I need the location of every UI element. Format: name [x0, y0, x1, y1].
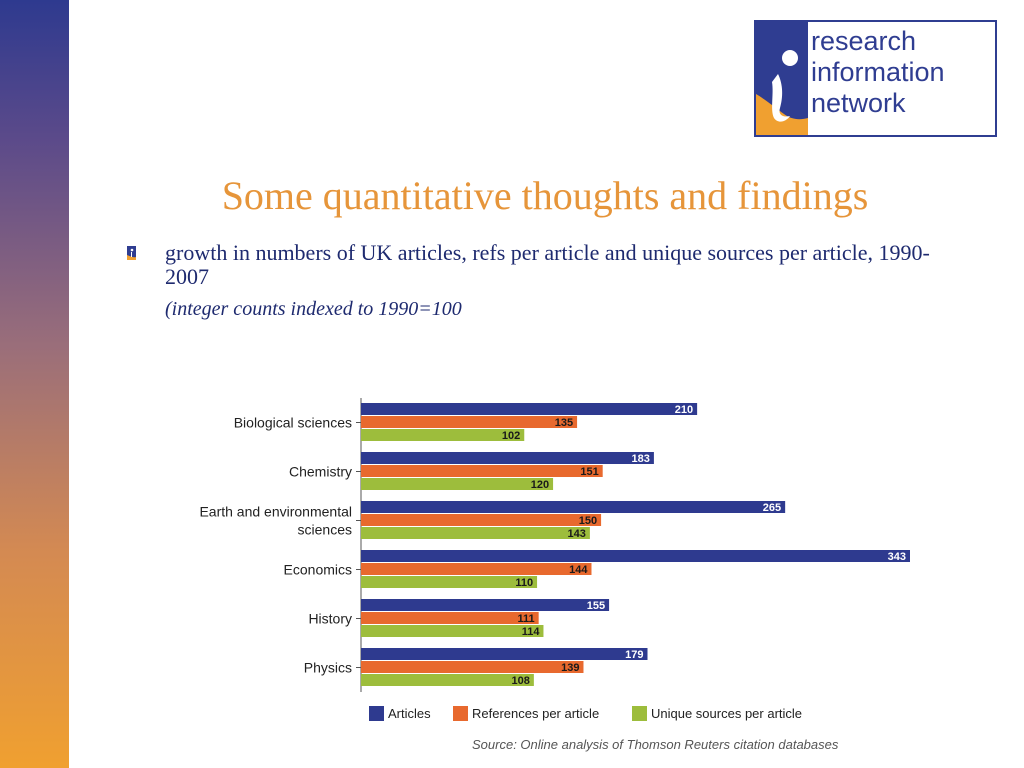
- side-gradient-bar: [0, 0, 69, 768]
- bar-1: [361, 612, 539, 624]
- category-label: Earth and environmental: [199, 504, 352, 520]
- bar-0: [361, 599, 610, 611]
- bullet-icon: [127, 246, 136, 260]
- bar-2: [361, 478, 554, 490]
- bar-2: [361, 527, 590, 539]
- bar-2: [361, 674, 534, 686]
- bar-1: [361, 465, 603, 477]
- data-label: 210: [675, 404, 693, 416]
- data-label: 183: [632, 453, 650, 465]
- data-label: 102: [502, 430, 520, 442]
- data-label: 108: [512, 675, 530, 687]
- legend-label: References per article: [472, 706, 599, 721]
- slide-title: Some quantitative thoughts and findings: [221, 173, 869, 218]
- bar-0: [361, 452, 654, 464]
- logo-line-information: information: [811, 57, 945, 87]
- bar-1: [361, 563, 592, 575]
- bar-0: [361, 501, 786, 513]
- bar-0: [361, 550, 910, 562]
- legend-label: Articles: [388, 706, 431, 721]
- bar-1: [361, 514, 602, 526]
- bar-1: [361, 661, 584, 673]
- legend-label: Unique sources per article: [651, 706, 802, 721]
- data-label: 144: [569, 564, 588, 576]
- bar-0: [361, 403, 698, 415]
- data-label: 179: [625, 649, 643, 661]
- data-label: 139: [561, 662, 579, 674]
- category-label: Economics: [284, 562, 352, 578]
- data-label: 143: [568, 528, 586, 540]
- index-note: (integer counts indexed to 1990=100: [165, 298, 462, 320]
- bar-0: [361, 648, 648, 660]
- data-label: 155: [587, 600, 605, 612]
- data-label: 114: [522, 626, 541, 638]
- category-label: Physics: [304, 660, 352, 676]
- data-label: 120: [531, 479, 549, 491]
- category-label: Chemistry: [289, 464, 352, 480]
- data-label: 111: [518, 613, 535, 625]
- bullet-text: growth in numbers of UK articles, refs p…: [165, 240, 930, 289]
- data-label: 151: [580, 466, 598, 478]
- data-label: 110: [515, 577, 533, 589]
- category-label: History: [308, 611, 352, 627]
- bar-2: [361, 576, 538, 588]
- category-label: Biological sciences: [234, 415, 352, 431]
- legend-swatch: [632, 706, 647, 721]
- data-label: 150: [579, 515, 597, 527]
- bar-2: [361, 429, 525, 441]
- category-label: sciences: [298, 522, 352, 538]
- bar-2: [361, 625, 544, 637]
- legend-swatch: [453, 706, 468, 721]
- legend-swatch: [369, 706, 384, 721]
- logo-line-network: network: [811, 88, 906, 118]
- data-label: 265: [763, 502, 781, 514]
- logo-i-mark-icon: [756, 22, 808, 135]
- logo-line-research: research: [811, 26, 917, 56]
- source-note: Source: Online analysis of Thomson Reute…: [472, 737, 839, 752]
- rin-logo: research information network: [754, 20, 997, 137]
- data-label: 343: [888, 551, 906, 563]
- data-label: 135: [555, 417, 573, 429]
- bar-1: [361, 416, 578, 428]
